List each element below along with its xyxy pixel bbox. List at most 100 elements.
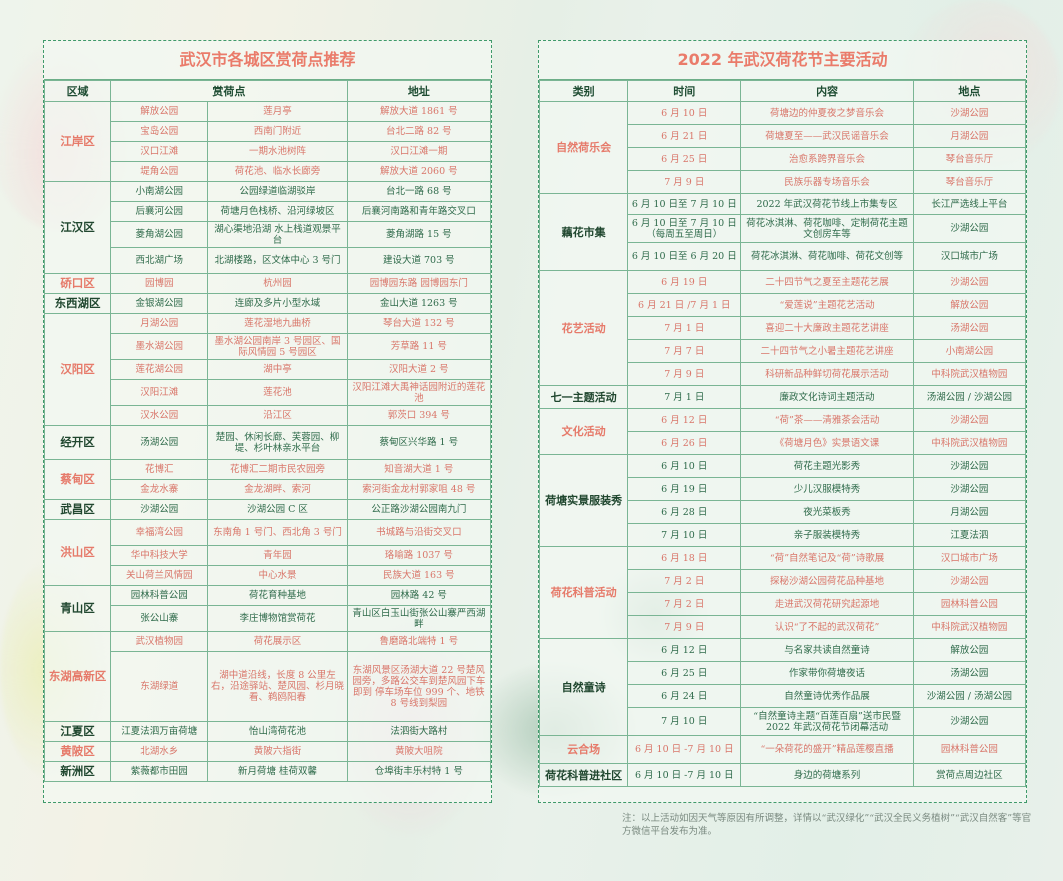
district-cell: 东西湖区 bbox=[43, 293, 112, 314]
table-row: 菱角湖公园 湖心渠地沿湖 水上栈道观景平台 菱角湖路 15 号 bbox=[45, 221, 492, 248]
location-cell: 中科院武汉植物园 bbox=[912, 615, 1027, 639]
table-row: 6 月 10 日至 6 月 20 日荷花冰淇淋、荷花咖啡、荷花文创等 汉口城市广场 bbox=[540, 242, 1027, 271]
address-cell: 后襄河南路和青年路交叉口 bbox=[346, 201, 492, 222]
district-cell: 江岸区 bbox=[43, 101, 112, 182]
spot-name-cell: 金龙水寨 bbox=[110, 479, 209, 500]
spot-detail-cell: 青年园 bbox=[207, 545, 348, 566]
spot-name-cell: 月湖公园 bbox=[110, 313, 209, 334]
time-cell: 6 月 10 日 -7 月 10 日 bbox=[627, 763, 742, 787]
category-cell: 荷塘实景服装秀 bbox=[538, 454, 629, 547]
content-cell: 自然童诗优秀作品展 bbox=[740, 684, 914, 708]
location-cell: 赏荷点周边社区 bbox=[912, 763, 1027, 787]
table-row: 藕花市集 6 月 10 日至 7 月 10 日 2022 年武汉荷花节线上市集专区长… bbox=[538, 193, 1027, 271]
spot-detail-cell: 北湖楼路，区文体中心 3 号门 bbox=[207, 247, 348, 274]
table-row: 莲花湖公园 湖中亭 汉阳大道 2 号 bbox=[45, 359, 492, 380]
activities-title: 2022 年武汉荷花节主要活动 bbox=[539, 41, 1026, 80]
spot-name-cell: 北湖水乡 bbox=[110, 741, 209, 762]
time-cell: 7 月 2 日 bbox=[627, 592, 742, 616]
address-cell: 书城路与沿街交叉口 bbox=[346, 519, 492, 546]
table-row: 6 月 10 日至 7 月 10 日（每周五至周日） 荷花冰淇淋、荷花咖啡、定制荷… bbox=[540, 214, 1027, 243]
table-row: 江夏区 江夏法泗万亩荷塘 怡山湾荷花池 法泗街大路村 bbox=[43, 721, 492, 742]
table-row: 青山区 园林科普公园 荷花育种基地 园林路 42 号 bbox=[43, 585, 492, 632]
activities-panel: 2022 年武汉荷花节主要活动 类别 时间 内容 地点 自然荷乐会 6 月 10 … bbox=[538, 40, 1027, 803]
content-cell: 二十四节气之小暑主题花艺讲座 bbox=[740, 339, 914, 363]
location-cell: 沙湖公园 bbox=[912, 270, 1027, 294]
spot-detail-cell: 楚园、休闲长廊、芙蓉园、柳堤、杉叶林亲水平台 bbox=[207, 425, 348, 460]
location-cell: 沙湖公园 bbox=[912, 214, 1027, 243]
time-cell: 6 月 26 日 bbox=[627, 431, 742, 455]
time-cell: 6 月 12 日 bbox=[627, 408, 742, 432]
spot-name-cell: 花博汇 bbox=[110, 459, 209, 480]
content-cell: 治愈系跨界音乐会 bbox=[740, 147, 914, 171]
spot-detail-cell: 公园绿道临湖驳岸 bbox=[207, 181, 348, 202]
scenic-spots-body: 江岸区 解放公园 莲月亭 解放大道 1861 号宝岛公园 西南门附近 台北二路 82 号汉… bbox=[43, 101, 492, 782]
address-cell: 台北一路 68 号 bbox=[346, 181, 492, 202]
spot-detail-cell: 莲花湿地九曲桥 bbox=[207, 313, 348, 334]
district-cell: 黄陂区 bbox=[43, 741, 112, 762]
spot-detail-cell: 东南角 1 号门、西北角 3 号门 bbox=[207, 519, 348, 546]
spot-detail-cell: 新月荷塘 桂荷双馨 bbox=[207, 761, 348, 782]
address-cell: 知音湖大道 1 号 bbox=[346, 459, 492, 480]
table-row: 荷塘实景服装秀 6 月 10 日荷花主题光影秀 沙湖公园 bbox=[538, 454, 1027, 547]
location-cell: 琴台音乐厅 bbox=[912, 170, 1027, 194]
category-cell: 七一主题活动 bbox=[538, 385, 629, 409]
table-row: 云合场 6 月 10 日 -7 月 10 日 “一朵荷花的盛开”精品莲樱直播 园林科普… bbox=[538, 735, 1027, 764]
activities-body: 自然荷乐会 6 月 10 日荷塘边的仲夏夜之梦音乐会 沙湖公园 6 月 21 日荷塘夏… bbox=[538, 101, 1027, 787]
address-cell: 菱角湖路 15 号 bbox=[346, 221, 492, 248]
address-cell: 园林路 42 号 bbox=[346, 585, 492, 606]
spot-name-cell: 小南湖公园 bbox=[110, 181, 209, 202]
spot-name-cell: 江夏法泗万亩荷塘 bbox=[110, 721, 209, 742]
address-cell: 汉口江滩一期 bbox=[346, 141, 492, 162]
location-cell: 月湖公园 bbox=[912, 124, 1027, 148]
table-row: 墨水湖公园 墨水湖公园南岸 3 号园区、国际风情园 5 号园区 芳草路 11 号 bbox=[45, 333, 492, 360]
content-cell: 荷塘夏至——武汉民谣音乐会 bbox=[740, 124, 914, 148]
time-cell: 6 月 18 日 bbox=[627, 546, 742, 570]
table-row: 汉阳区 月湖公园 莲花湿地九曲桥 琴台大道 132 号 bbox=[43, 313, 492, 426]
spot-name-cell: 宝岛公园 bbox=[110, 121, 209, 142]
table-row: 经开区 汤湖公园 楚园、休闲长廊、芙蓉园、柳堤、杉叶林亲水平台 蔡甸区兴华路 1 号 bbox=[43, 425, 492, 460]
content-cell: 作家带你荷塘夜话 bbox=[740, 661, 914, 685]
time-cell: 6 月 21 日 /7 月 1 日 bbox=[627, 293, 742, 317]
time-cell: 6 月 10 日至 7 月 10 日 bbox=[627, 193, 742, 215]
address-cell: 法泗街大路村 bbox=[346, 721, 492, 742]
table-row: 汉口江滩 一期水池树阵 汉口江滩一期 bbox=[45, 141, 492, 162]
district-cell: 江夏区 bbox=[43, 721, 112, 742]
table-row: 后襄河公园 荷塘月色栈桥、沿河绿坡区 后襄河南路和青年路交叉口 bbox=[45, 201, 492, 222]
spot-name-cell: 金银湖公园 bbox=[110, 293, 209, 314]
category-cell: 云合场 bbox=[538, 735, 629, 764]
district-cell: 经开区 bbox=[43, 425, 112, 460]
location-cell: 长江严选线上平台 bbox=[912, 193, 1027, 215]
spot-detail-cell: 湖心渠地沿湖 水上栈道观景平台 bbox=[207, 221, 348, 248]
content-cell: 与名家共读自然童诗 bbox=[740, 638, 914, 662]
table-row: 6 月 25 日作家带你荷塘夜话 汤湖公园 bbox=[540, 661, 1027, 685]
address-cell: 蔡甸区兴华路 1 号 bbox=[346, 425, 492, 460]
category-cell: 花艺活动 bbox=[538, 270, 629, 386]
address-cell: 郭茨口 394 号 bbox=[346, 405, 492, 426]
header-district: 区域 bbox=[43, 80, 112, 102]
spot-detail-cell: 沿江区 bbox=[207, 405, 348, 426]
table-row: 6 月 21 日 /7 月 1 日 “爱莲说”主题花艺活动 解放公园 bbox=[540, 293, 1027, 317]
time-cell: 7 月 10 日 bbox=[627, 523, 742, 547]
location-cell: 解放公园 bbox=[912, 293, 1027, 317]
spot-detail-cell: 沙湖公园 C 区 bbox=[207, 499, 348, 520]
table-row: 6 月 24 日自然童诗优秀作品展 沙湖公园 / 汤湖公园 bbox=[540, 684, 1027, 708]
district-cell: 新洲区 bbox=[43, 761, 112, 782]
table-row: 自然荷乐会 6 月 10 日荷塘边的仲夏夜之梦音乐会 沙湖公园 bbox=[538, 101, 1027, 194]
address-cell: 金山大道 1263 号 bbox=[346, 293, 492, 314]
content-cell: 荷花主题光影秀 bbox=[740, 454, 914, 478]
table-row: 西北湖广场 北湖楼路，区文体中心 3 号门 建设大道 703 号 bbox=[45, 247, 492, 274]
location-cell: 园林科普公园 bbox=[912, 592, 1027, 616]
scenic-spots-panel: 武汉市各城区赏荷点推荐 区域 赏荷点 地址 江岸区 解放公园 莲月亭 解放大道 186… bbox=[43, 40, 492, 803]
address-cell: 仓埠街丰乐村特 1 号 bbox=[346, 761, 492, 782]
spot-detail-cell: 西南门附近 bbox=[207, 121, 348, 142]
spot-name-cell: 关山荷兰风情园 bbox=[110, 565, 209, 586]
time-cell: 6 月 19 日 bbox=[627, 270, 742, 294]
content-cell: 民族乐器专场音乐会 bbox=[740, 170, 914, 194]
table-row: 荷花科普进社区 6 月 10 日 -7 月 10 日身边的荷塘系列 赏荷点周边社区 bbox=[538, 763, 1027, 787]
spot-detail-cell: 花博汇二期市民农园旁 bbox=[207, 459, 348, 480]
address-cell: 台北二路 82 号 bbox=[346, 121, 492, 142]
spot-detail-cell: 一期水池树阵 bbox=[207, 141, 348, 162]
table-row: 张公山寨 李庄博物馆赏荷花 青山区白玉山街张公山寨严西湖畔 bbox=[45, 605, 492, 632]
spot-name-cell: 墨水湖公园 bbox=[110, 333, 209, 360]
spot-detail-cell: 金龙湖畔、索河 bbox=[207, 479, 348, 500]
